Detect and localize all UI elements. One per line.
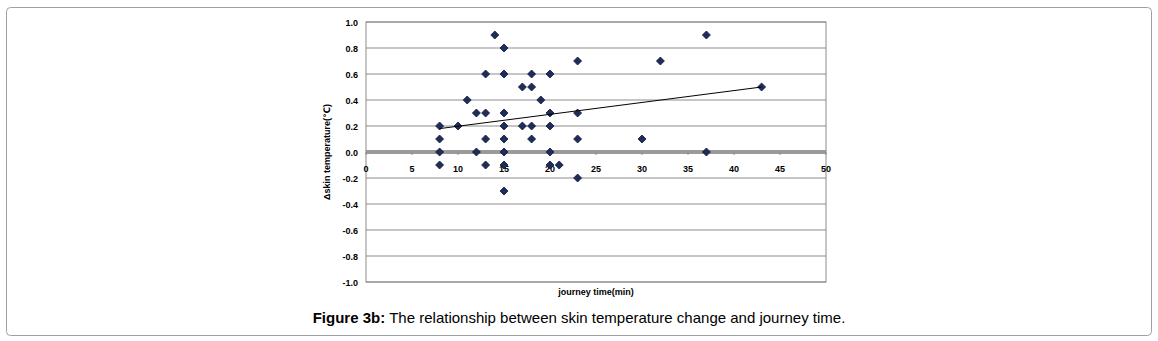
data-point xyxy=(436,148,444,156)
y-tick-label: -0.4 xyxy=(342,200,358,210)
data-point xyxy=(546,109,554,117)
data-point xyxy=(482,70,490,78)
data-point xyxy=(463,96,471,104)
x-tick-label: 30 xyxy=(637,164,647,174)
data-point xyxy=(528,70,536,78)
data-point xyxy=(436,135,444,143)
data-point xyxy=(500,70,508,78)
data-point xyxy=(500,109,508,117)
x-tick-label: 45 xyxy=(775,164,785,174)
data-point xyxy=(574,57,582,65)
data-point xyxy=(500,161,508,169)
y-tick-label: 0.4 xyxy=(345,96,358,106)
data-point xyxy=(491,31,499,39)
grid-line xyxy=(366,100,826,101)
data-point xyxy=(500,44,508,52)
zero-line xyxy=(366,150,826,154)
y-tick-label: 0.8 xyxy=(345,44,358,54)
data-point xyxy=(500,187,508,195)
y-tick-label: -0.2 xyxy=(342,174,358,184)
y-tick-label: -1.0 xyxy=(342,278,358,288)
y-tick-label: 0.2 xyxy=(345,122,358,132)
data-point xyxy=(546,122,554,130)
data-point xyxy=(537,96,545,104)
grid-line xyxy=(366,230,826,231)
grid-line xyxy=(366,204,826,205)
data-point xyxy=(702,148,710,156)
x-tick xyxy=(596,152,597,155)
plot-frame xyxy=(366,22,826,282)
x-tick-label: 5 xyxy=(409,164,414,174)
x-tick xyxy=(688,152,689,155)
data-point xyxy=(555,161,563,169)
data-point xyxy=(546,148,554,156)
x-tick-label: 50 xyxy=(821,164,831,174)
data-point xyxy=(436,161,444,169)
data-point xyxy=(518,83,526,91)
plot-data xyxy=(436,31,766,195)
x-tick xyxy=(458,152,459,155)
data-point xyxy=(528,122,536,130)
data-point xyxy=(574,174,582,182)
figure-border xyxy=(7,8,1152,336)
x-axis-label: journey time(min) xyxy=(557,287,634,297)
x-tick-label: 35 xyxy=(683,164,693,174)
x-tick-label: 25 xyxy=(591,164,601,174)
data-point xyxy=(482,161,490,169)
data-point xyxy=(574,135,582,143)
grid-line xyxy=(366,256,826,257)
x-tick xyxy=(642,152,643,155)
data-point xyxy=(656,57,664,65)
title: The relationship between skin temperatur… xyxy=(389,309,845,326)
data-point xyxy=(482,135,490,143)
data-point xyxy=(546,161,554,169)
data-point xyxy=(500,148,508,156)
y-tick-label: -0.6 xyxy=(342,226,358,236)
chart: -1.0 -0.8 -0.6 -0.4 -0.2 0.0 0.2 0.4 0.6 0.8 1.0 0 5… xyxy=(0,0,1158,341)
data-point xyxy=(528,83,536,91)
grid-line xyxy=(366,178,826,179)
grid-line xyxy=(366,126,826,127)
data-point xyxy=(518,122,526,130)
x-tick xyxy=(780,152,781,155)
y-tick-label: 0.0 xyxy=(345,148,358,158)
y-tick-label: -0.8 xyxy=(342,252,358,262)
grid-line xyxy=(366,74,826,75)
y-tick-label: 0.6 xyxy=(345,70,358,80)
data-point xyxy=(482,109,490,117)
data-point xyxy=(472,109,480,117)
x-tick xyxy=(366,152,367,155)
data-point xyxy=(500,122,508,130)
data-point xyxy=(472,148,480,156)
data-point xyxy=(638,135,646,143)
trend-line xyxy=(440,87,762,129)
data-point xyxy=(546,70,554,78)
data-point xyxy=(436,122,444,130)
data-point xyxy=(528,135,536,143)
data-point xyxy=(500,135,508,143)
y-tick-label: 1.0 xyxy=(345,18,358,28)
x-tick-label: 0 xyxy=(363,164,368,174)
x-tick-label: 10 xyxy=(453,164,463,174)
caption: Figure 3b:The relationship between skin … xyxy=(313,309,846,326)
x-tick xyxy=(412,152,413,155)
grid-line xyxy=(366,48,826,49)
x-tick xyxy=(826,152,827,155)
x-tick-label: 40 xyxy=(729,164,739,174)
y-axis-label: Δskin temperature(℃) xyxy=(322,104,332,200)
data-point xyxy=(702,31,710,39)
figure-label: Figure 3b: xyxy=(313,309,386,326)
x-tick xyxy=(734,152,735,155)
